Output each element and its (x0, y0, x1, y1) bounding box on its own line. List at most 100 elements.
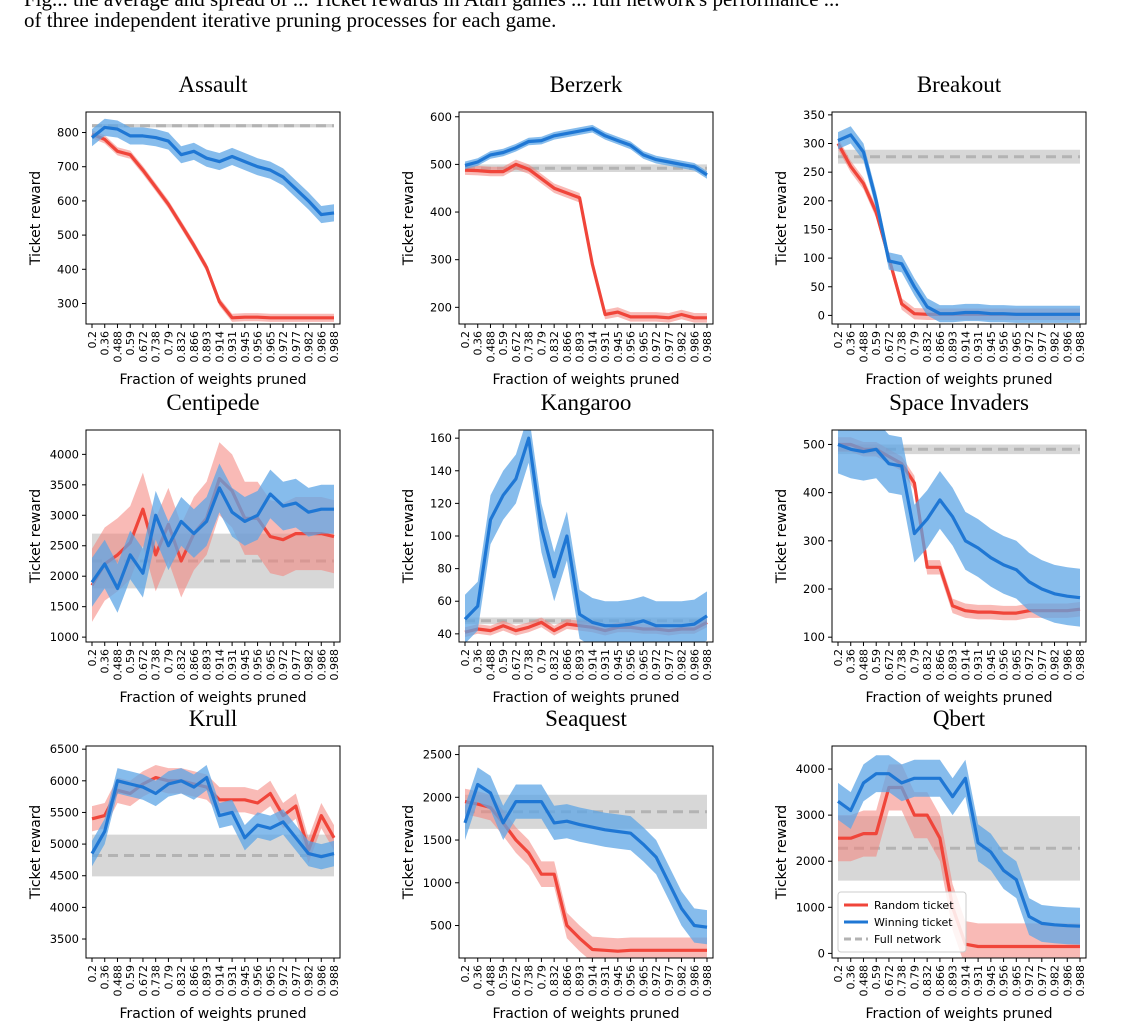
chart-breakout-xtick-label: 0.2 (832, 331, 845, 349)
chart-berzerk-xtick-label: 0.965 (637, 331, 650, 363)
chart-centipede-xtick-label: 0.36 (99, 649, 112, 674)
chart-assault-ytick-label: 300 (57, 296, 79, 310)
chart-assault-xtick-label: 0.832 (175, 331, 188, 363)
chart-seaquest-xtick-label: 0.893 (574, 965, 587, 997)
chart-seaquest-xtick-label: 0.59 (497, 965, 510, 990)
chart-qbert-xtick-label: 0.986 (1061, 965, 1074, 997)
chart-berzerk-xtick-label: 0.2 (459, 331, 472, 349)
chart-seaquest-xtick-label: 0.945 (612, 965, 625, 997)
chart-breakout-xtick-label: 0.866 (934, 331, 947, 363)
chart-assault-ytick-label: 700 (57, 160, 79, 174)
chart-breakout-ytick-label: 200 (803, 194, 825, 208)
chart-seaquest-xtick-label: 0.931 (599, 965, 612, 997)
chart-assault-xtick-label: 0.982 (303, 331, 316, 363)
chart-kangaroo-xtick-label: 0.866 (561, 649, 574, 681)
chart-krull-xtick-label: 0.2 (86, 965, 99, 983)
chart-berzerk-xtick-label: 0.956 (625, 331, 638, 363)
chart-seaquest-xtick-label: 0.977 (663, 965, 676, 997)
chart-krull-xtick-label: 0.59 (124, 965, 137, 990)
chart-kangaroo-xtick-label: 0.956 (625, 649, 638, 681)
chart-breakout-xtick-label: 0.488 (857, 331, 870, 363)
chart-qbert-xtick-label: 0.972 (1023, 965, 1036, 997)
chart-centipede-xtick-label: 0.977 (290, 649, 303, 681)
chart-seaquest-plot-area (463, 767, 708, 958)
chart-space-invaders-ytick-label: 100 (803, 630, 825, 644)
chart-kangaroo-ytick-label: 100 (430, 529, 452, 543)
chart-assault-xtick-label: 0.672 (137, 331, 150, 363)
chart-centipede-ylabel: Ticket reward (28, 489, 44, 584)
chart-assault-xtick-label: 0.914 (213, 331, 226, 363)
chart-kangaroo-ytick-label: 160 (430, 431, 452, 445)
chart-qbert-xtick-label: 0.931 (972, 965, 985, 997)
chart-krull-xtick-label: 0.36 (99, 965, 112, 990)
chart-centipede-ytick-label: 3000 (50, 508, 79, 522)
chart-space-invaders-xtick-label: 0.988 (1074, 649, 1087, 681)
chart-assault-xtick-label: 0.36 (99, 331, 112, 356)
chart-seaquest-ytick-label: 1500 (423, 833, 452, 847)
chart-breakout-xtick-label: 0.931 (972, 331, 985, 363)
chart-seaquest-xtick-label: 0.972 (650, 965, 663, 997)
chart-space-invaders-xtick-label: 0.914 (959, 649, 972, 681)
chart-seaquest-ytick-label: 2500 (423, 748, 452, 762)
chart-qbert-title: Qbert (933, 706, 986, 731)
chart-centipede-xtick-label: 0.914 (213, 649, 226, 681)
chart-centipede-xtick-label: 0.866 (188, 649, 201, 681)
chart-space-invaders: Space Invaders 100 200 300 400 500 0.2 0.36 0.48… (774, 390, 1087, 706)
chart-kangaroo-xtick-label: 0.965 (637, 649, 650, 681)
chart-krull-xtick-label: 0.931 (226, 965, 239, 997)
chart-centipede-xtick-label: 0.988 (328, 649, 341, 681)
chart-qbert-xtick-label: 0.672 (883, 965, 896, 997)
chart-seaquest-xlabel: Fraction of weights pruned (492, 1006, 679, 1022)
chart-centipede-xtick-label: 0.982 (303, 649, 316, 681)
chart-berzerk-xtick-label: 0.893 (574, 331, 587, 363)
chart-krull-plot-area (90, 765, 336, 877)
chart-assault-random-ticket-line (91, 132, 334, 320)
chart-space-invaders-ytick-label: 500 (803, 437, 825, 451)
chart-kangaroo-xtick-label: 0.738 (523, 649, 536, 681)
chart-krull-xtick-label: 0.945 (239, 965, 252, 997)
chart-krull-xlabel: Fraction of weights pruned (119, 1006, 306, 1022)
chart-seaquest-xtick-label: 0.36 (472, 965, 485, 990)
chart-assault-xtick-label: 0.893 (201, 331, 214, 363)
chart-centipede-ytick-label: 4000 (50, 447, 79, 461)
chart-centipede-xtick-label: 0.986 (315, 649, 328, 681)
chart-breakout-random-ticket-band (838, 137, 1080, 320)
chart-assault-ytick-label: 400 (57, 262, 79, 276)
chart-centipede-xtick-label: 0.2 (86, 649, 99, 667)
chart-centipede-winning-ticket-line (90, 486, 334, 591)
chart-assault-ytick-label: 500 (57, 228, 79, 242)
chart-berzerk-frame (458, 111, 714, 325)
chart-breakout-ytick-label: 100 (803, 251, 825, 265)
chart-kangaroo-ytick-label: 120 (430, 496, 452, 510)
chart-berzerk-xtick-label: 0.488 (484, 331, 497, 363)
chart-kangaroo-xtick-label: 0.36 (472, 649, 485, 674)
chart-qbert-ytick-label: 2000 (796, 854, 825, 868)
chart-assault-xtick-label: 0.965 (264, 331, 277, 363)
chart-kangaroo-xtick-label: 0.988 (701, 649, 714, 681)
chart-breakout-ytick-label: 50 (810, 280, 825, 294)
chart-kangaroo-ytick-label: 60 (437, 594, 452, 608)
chart-space-invaders-xtick-label: 0.972 (1023, 649, 1036, 681)
chart-berzerk-ytick-label: 600 (430, 110, 452, 124)
chart-krull-ytick-label: 4000 (50, 900, 79, 914)
chart-qbert-xtick-label: 0.832 (921, 965, 934, 997)
chart-breakout: Breakout 0 50 100 150 200 250 300 350 0.2 0.36 0.48… (774, 72, 1087, 388)
chart-kangaroo-xtick-label: 0.488 (484, 649, 497, 681)
chart-centipede-plot-area (90, 442, 335, 622)
chart-krull-xtick-label: 0.672 (137, 965, 150, 997)
chart-qbert-xtick-label: 0.982 (1049, 965, 1062, 997)
chart-kangaroo-xtick-label: 0.986 (688, 649, 701, 681)
chart-space-invaders-xtick-label: 0.59 (870, 649, 883, 674)
legend-box (837, 891, 967, 953)
chart-kangaroo-xtick-label: 0.672 (510, 649, 523, 681)
chart-assault-ytick-label: 600 (57, 194, 79, 208)
chart-berzerk-xtick-label: 0.832 (548, 331, 561, 363)
chart-assault-xtick-label: 0.986 (315, 331, 328, 363)
chart-centipede-ytick-label: 2500 (50, 539, 79, 553)
chart-space-invaders-ytick-label: 200 (803, 582, 825, 596)
chart-krull-xtick-label: 0.956 (252, 965, 265, 997)
chart-centipede-xtick-label: 0.672 (137, 649, 150, 681)
chart-centipede-xtick-label: 0.956 (252, 649, 265, 681)
chart-berzerk-xtick-label: 0.59 (497, 331, 510, 356)
